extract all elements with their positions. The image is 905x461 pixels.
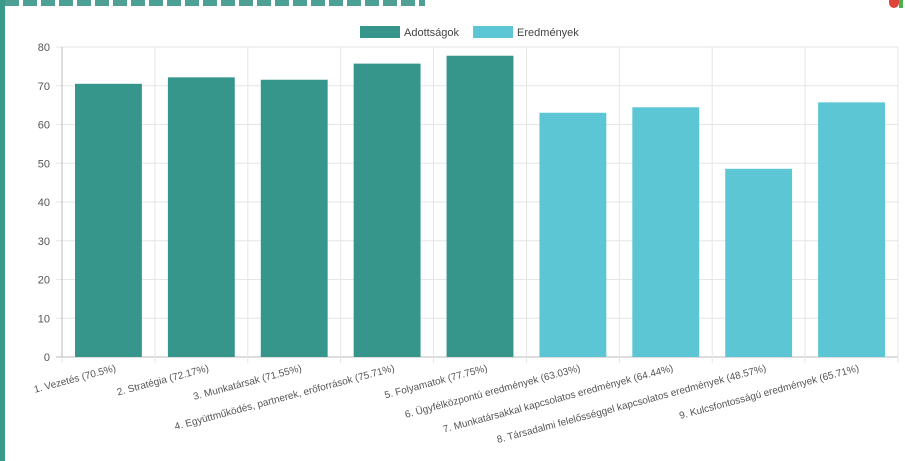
bar-4[interactable] <box>353 63 421 357</box>
y-tick-label: 20 <box>38 275 50 287</box>
x-tick-label: 1. Vezetés (70.5%) <box>33 363 117 395</box>
bar-2[interactable] <box>167 77 235 357</box>
bars <box>75 55 885 358</box>
y-tick-label: 80 <box>38 42 50 54</box>
bar-3[interactable] <box>260 79 328 358</box>
legend: Adottságok Eredmények <box>360 26 579 39</box>
bar-8[interactable] <box>725 168 793 357</box>
x-axis-labels: 1. Vezetés (70.5%)2. Stratégia (72.17%)3… <box>33 362 861 446</box>
bar-9[interactable] <box>818 102 885 357</box>
y-tick-label: 60 <box>38 120 50 132</box>
y-tick-label: 0 <box>44 352 50 364</box>
legend-swatch-2[interactable] <box>473 26 514 38</box>
bar-6[interactable] <box>539 112 607 357</box>
y-tick-label: 40 <box>38 197 50 209</box>
y-tick-label: 10 <box>38 313 50 325</box>
y-tick-label: 50 <box>38 158 50 170</box>
cropped-title-strip <box>5 0 425 6</box>
bar-5[interactable] <box>446 55 514 357</box>
legend-swatch-1[interactable] <box>360 26 400 38</box>
y-axis: 0 10 20 30 40 50 60 70 80 <box>38 42 63 364</box>
y-tick-label: 30 <box>38 236 50 248</box>
status-icon-green <box>899 0 903 8</box>
status-icon <box>889 0 899 8</box>
left-accent-bar <box>0 0 5 461</box>
x-tick-label: 9. Kulcsfontosságú eredmények (65.71%) <box>678 363 860 422</box>
bar-1[interactable] <box>75 83 142 357</box>
legend-label-1[interactable]: Adottságok <box>404 27 460 39</box>
legend-label-2[interactable]: Eredmények <box>517 27 579 39</box>
y-tick-label: 70 <box>38 81 50 93</box>
bar-7[interactable] <box>632 107 700 357</box>
